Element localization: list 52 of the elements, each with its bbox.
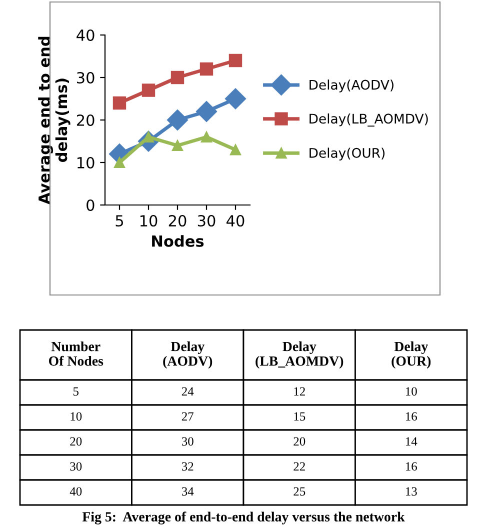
text: 12 — [294, 387, 305, 396]
text: 40 — [70, 487, 82, 496]
y-tick-label: 0 — [86, 199, 94, 212]
y-tick-label: 40 — [76, 29, 94, 42]
text: Delay (AODV) — [163, 341, 212, 369]
text: 24 — [182, 387, 194, 396]
x-axis-title: Nodes — [152, 235, 204, 247]
text: 10 — [406, 387, 417, 396]
point — [112, 96, 126, 110]
text: 25 — [294, 487, 306, 496]
text: 27 — [182, 412, 194, 421]
text: Fig 5: Average of end-to-end delay versus the network — [82, 512, 405, 524]
y-tick-label: 20 — [76, 114, 94, 126]
text: Delay (OUR) — [392, 341, 431, 369]
point — [230, 144, 242, 156]
point — [196, 100, 218, 122]
text: Number Of Nodes — [48, 341, 104, 366]
point — [224, 88, 246, 110]
text: 22 — [294, 462, 305, 471]
text: 30 — [70, 462, 82, 471]
y-axis-title: Average end to end delay(ms) — [38, 36, 70, 204]
text: 5 — [73, 387, 79, 396]
text: 16 — [406, 412, 417, 421]
x-tick-label: 5 — [116, 215, 124, 227]
point — [200, 62, 214, 76]
point — [170, 70, 184, 84]
text: 10 — [70, 412, 82, 421]
x-tick-label: 20 — [168, 214, 186, 227]
text: Delay (LB_AOMDV) — [256, 341, 344, 369]
text: 20 — [294, 437, 306, 446]
point — [166, 109, 188, 131]
text: 16 — [406, 462, 417, 471]
x-tick-label: 10 — [140, 214, 158, 227]
point — [228, 54, 242, 68]
legend-label: Delay(AODV) — [310, 80, 394, 92]
point — [114, 156, 126, 168]
legend-label: Delay(LB_AOMDV) — [310, 113, 428, 127]
text: 34 — [182, 487, 194, 496]
point — [142, 84, 156, 97]
y-tick-label: 30 — [77, 72, 94, 84]
point — [200, 131, 212, 143]
text: 15 — [294, 412, 306, 421]
legend-label: Delay(OUR) — [310, 148, 385, 160]
text: 20 — [70, 437, 82, 446]
x-tick-label: 40 — [226, 214, 244, 227]
y-tick-label: 10 — [78, 156, 94, 169]
text: 32 — [182, 462, 194, 471]
text: 30 — [182, 437, 194, 446]
text: 13 — [406, 487, 417, 496]
text: 14 — [406, 437, 418, 446]
point — [172, 140, 184, 152]
x-tick-label: 30 — [198, 214, 216, 227]
